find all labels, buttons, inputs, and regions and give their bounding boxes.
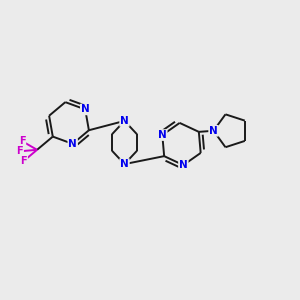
Text: F: F bbox=[20, 156, 27, 166]
Text: F: F bbox=[16, 146, 23, 156]
Text: F: F bbox=[19, 136, 26, 146]
Text: N: N bbox=[158, 130, 167, 140]
Text: N: N bbox=[209, 126, 218, 136]
Text: N: N bbox=[120, 159, 129, 169]
Text: N: N bbox=[120, 116, 129, 126]
Text: N: N bbox=[81, 104, 90, 114]
Text: N: N bbox=[68, 139, 77, 149]
Text: N: N bbox=[179, 160, 188, 170]
